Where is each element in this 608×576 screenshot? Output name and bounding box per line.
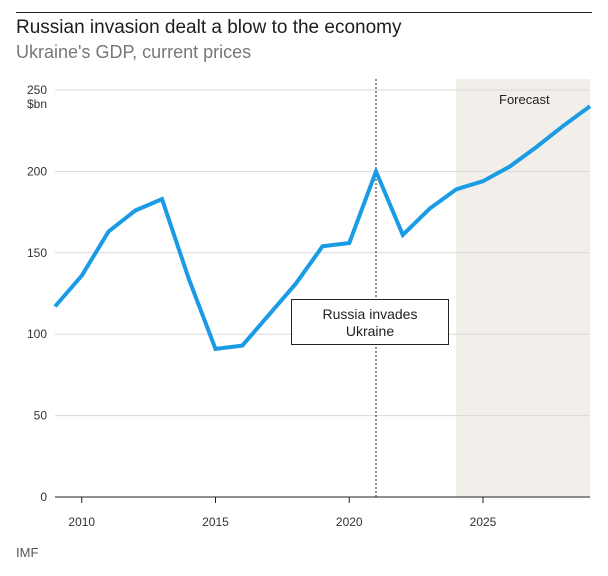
y-axis-unit-label: $bn — [27, 97, 47, 111]
gdp-series-line — [53, 104, 592, 352]
x-axis-ticks: 2010 2015 2020 2025 — [68, 497, 497, 529]
chart-title: Russian invasion dealt a blow to the eco… — [16, 17, 402, 38]
x-tick-label: 2010 — [68, 515, 95, 529]
top-rule — [16, 12, 592, 13]
invasion-annotation-line2: Ukraine — [345, 323, 395, 339]
forecast-band — [456, 79, 590, 497]
y-tick-label: 50 — [34, 409, 48, 423]
y-tick-label: 100 — [27, 327, 47, 341]
invasion-annotation: Russia invades Ukraine — [291, 299, 449, 345]
x-tick-label: 2015 — [202, 515, 229, 529]
forecast-label: Forecast — [499, 92, 550, 107]
chart-subtitle: Ukraine's GDP, current prices — [16, 42, 252, 62]
y-tick-label: 200 — [27, 164, 47, 178]
invasion-annotation-line1: Russia invades — [322, 306, 418, 322]
x-tick-label: 2025 — [470, 515, 497, 529]
y-tick-label: 150 — [27, 246, 47, 260]
y-tick-label: 250 — [27, 83, 47, 97]
x-tick-label: 2020 — [336, 515, 363, 529]
y-tick-label: 0 — [40, 490, 47, 504]
y-axis-ticks: 0 50 100 150 200 250 — [27, 83, 47, 504]
source-label: IMF — [16, 545, 39, 560]
